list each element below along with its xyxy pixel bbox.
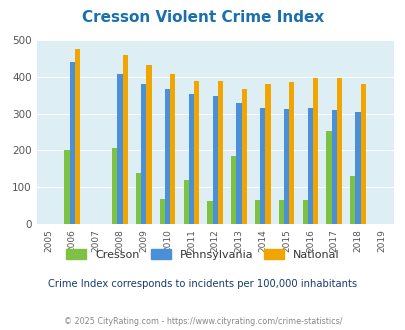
Legend: Cresson, Pennsylvania, National: Cresson, Pennsylvania, National [62, 245, 343, 264]
Bar [112, 148, 117, 224]
Bar [217, 82, 222, 224]
Bar [230, 156, 236, 224]
Bar [260, 108, 265, 224]
Bar [194, 82, 199, 224]
Text: Cresson Violent Crime Index: Cresson Violent Crime Index [82, 10, 323, 25]
Bar [326, 131, 331, 224]
Bar [336, 79, 341, 224]
Bar [164, 89, 170, 224]
Bar [117, 74, 122, 224]
Bar [284, 109, 288, 224]
Bar [360, 84, 365, 224]
Bar [75, 49, 80, 224]
Bar [265, 84, 270, 224]
Bar [350, 176, 355, 224]
Bar [136, 173, 141, 224]
Text: © 2025 CityRating.com - https://www.cityrating.com/crime-statistics/: © 2025 CityRating.com - https://www.city… [64, 317, 341, 326]
Bar [236, 103, 241, 224]
Bar [307, 108, 312, 224]
Bar [183, 180, 188, 224]
Bar [312, 78, 318, 224]
Bar [302, 200, 307, 224]
Bar [122, 55, 128, 224]
Bar [254, 200, 260, 224]
Bar [207, 202, 212, 224]
Bar [170, 74, 175, 224]
Bar [331, 110, 336, 224]
Bar [355, 112, 360, 224]
Bar [212, 96, 217, 224]
Bar [188, 94, 194, 224]
Text: Crime Index corresponds to incidents per 100,000 inhabitants: Crime Index corresponds to incidents per… [48, 279, 357, 289]
Bar [241, 89, 246, 224]
Bar [141, 84, 146, 224]
Bar [278, 200, 284, 224]
Bar [146, 65, 151, 224]
Bar [64, 150, 70, 224]
Bar [159, 199, 164, 224]
Bar [288, 82, 294, 224]
Bar [70, 62, 75, 224]
